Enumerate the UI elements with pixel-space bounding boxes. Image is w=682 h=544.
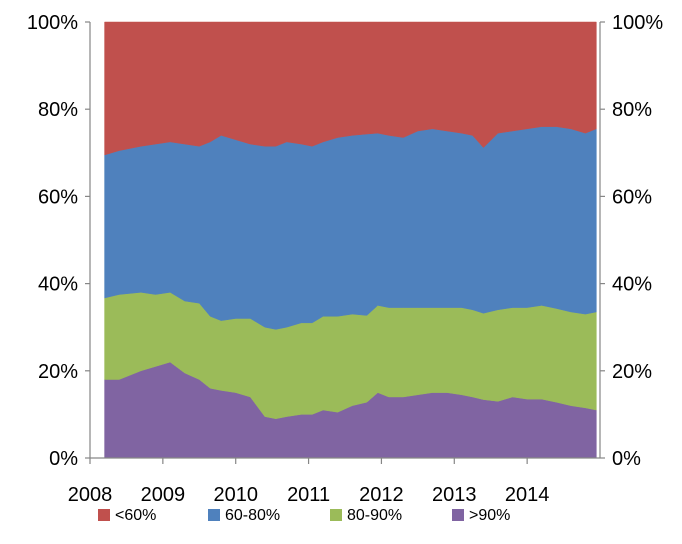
x-tick-label: 2012 (359, 484, 404, 506)
x-tick-label: 2014 (505, 484, 550, 506)
legend-swatch-1-60 (98, 509, 110, 521)
legend-swatch-3-80-90 (330, 509, 342, 521)
left-y-tick-label: 20% (38, 361, 78, 383)
right-y-tick-label: 20% (612, 361, 652, 383)
left-y-tick-label: 0% (49, 448, 78, 470)
left-y-tick-labels: 0% 20% 40% 60% 80% 100% (27, 12, 78, 470)
right-y-tick-label: 0% (612, 448, 641, 470)
right-y-tick-labels: 0% 20% 40% 60% 80% 100% (612, 12, 663, 470)
right-y-tick-label: 40% (612, 274, 652, 296)
legend-label-1-60: <60% (115, 507, 156, 524)
left-y-tick-label: 60% (38, 186, 78, 208)
right-y-tick-label: 100% (612, 12, 663, 34)
x-tick-label: 2010 (213, 484, 258, 506)
left-y-tick-label: 80% (38, 99, 78, 121)
left-y-tick-label: 100% (27, 12, 78, 34)
axes-layer (85, 21, 605, 464)
legend-swatch-2-60-80 (208, 509, 220, 521)
area-series-4-60 (104, 21, 597, 156)
x-tick-label: 2009 (141, 484, 186, 506)
legend-label-4-90: >90% (469, 507, 510, 524)
legend-label-3-80-90: 80-90% (347, 507, 402, 524)
x-tick-label: 2008 (68, 484, 113, 506)
legend-swatch-4-90 (452, 509, 464, 521)
left-y-tick-label: 40% (38, 274, 78, 296)
right-y-tick-label: 60% (612, 186, 652, 208)
areas-layer (104, 21, 597, 459)
x-tick-labels: 2008 2009 2010 2011 2012 2013 2014 (68, 484, 550, 506)
legend: <60% 60-80% 80-90% >90% (98, 507, 510, 524)
legend-label-2-60-80: 60-80% (225, 507, 280, 524)
x-tick-label: 2013 (432, 484, 477, 506)
x-tick-label: 2011 (287, 484, 330, 506)
right-y-tick-label: 80% (612, 99, 652, 121)
